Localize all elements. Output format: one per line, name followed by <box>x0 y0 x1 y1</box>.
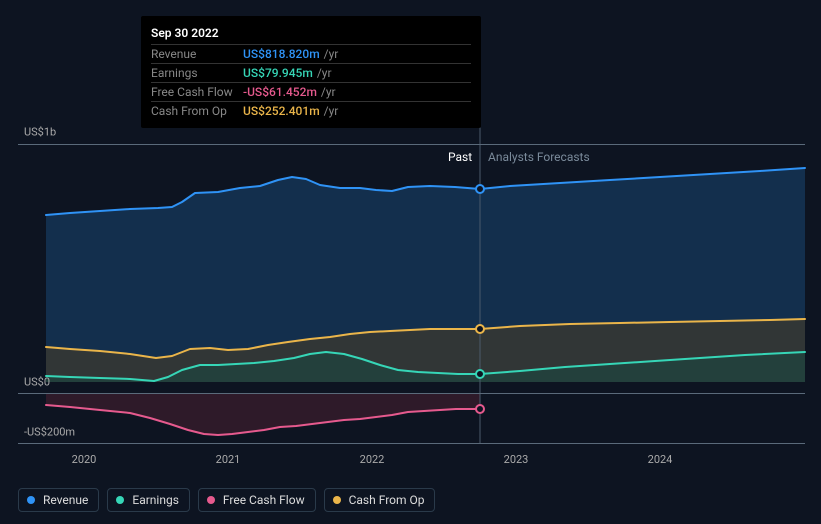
financials-chart: US$1b US$0 -US$200m 2020 2021 2022 2023 2024 P… <box>0 0 821 524</box>
chart-tooltip: Sep 30 2022 RevenueUS$818.820m/yrEarning… <box>141 16 481 128</box>
x-axis-label: 2021 <box>216 453 241 466</box>
x-axis-label: 2022 <box>360 453 385 466</box>
legend-label: Cash From Op <box>349 493 425 507</box>
x-axis-label: 2020 <box>72 453 97 466</box>
tooltip-metric-unit: /yr <box>324 104 339 118</box>
tooltip-metric-label: Cash From Op <box>151 104 243 118</box>
legend-label: Revenue <box>43 493 88 507</box>
legend-dot <box>27 496 35 504</box>
chart-legend: Revenue Earnings Free Cash Flow Cash From O… <box>18 488 435 512</box>
tooltip-row: EarningsUS$79.945m/yr <box>151 64 471 83</box>
series-marker-free-cash-flow <box>476 405 484 413</box>
tooltip-metric-unit: /yr <box>321 85 336 99</box>
tooltip-row: Free Cash Flow-US$61.452m/yr <box>151 83 471 102</box>
series-area-free-cash-flow <box>46 393 480 435</box>
tooltip-metric-label: Earnings <box>151 66 243 80</box>
legend-label: Free Cash Flow <box>223 493 305 507</box>
legend-label: Earnings <box>132 493 179 507</box>
legend-item-cash-from-op[interactable]: Cash From Op <box>324 488 436 512</box>
section-label-past: Past <box>448 150 472 164</box>
tooltip-metric-value: US$252.401m <box>243 104 320 118</box>
section-label-forecasts: Analysts Forecasts <box>488 150 590 164</box>
legend-item-earnings[interactable]: Earnings <box>107 488 190 512</box>
tooltip-row: Cash From OpUS$252.401m/yr <box>151 102 471 120</box>
legend-item-revenue[interactable]: Revenue <box>18 488 99 512</box>
series-marker-revenue <box>476 185 484 193</box>
tooltip-metric-label: Free Cash Flow <box>151 85 243 99</box>
series-marker-cash-from-op <box>476 325 484 333</box>
y-axis-label: -US$200m <box>24 426 75 439</box>
tooltip-metric-value: US$79.945m <box>243 66 313 80</box>
tooltip-metric-unit: /yr <box>324 47 339 61</box>
x-axis-label: 2024 <box>648 453 673 466</box>
legend-dot <box>207 496 215 504</box>
tooltip-metric-value: US$818.820m <box>243 47 320 61</box>
legend-dot <box>116 496 124 504</box>
y-axis-label: US$1b <box>24 126 56 139</box>
legend-item-free-cash-flow[interactable]: Free Cash Flow <box>198 488 316 512</box>
tooltip-row: RevenueUS$818.820m/yr <box>151 45 471 64</box>
tooltip-metric-label: Revenue <box>151 47 243 61</box>
gridline-zero <box>18 393 805 394</box>
legend-dot <box>333 496 341 504</box>
x-axis-label: 2023 <box>504 453 529 466</box>
gridline-bottom <box>18 443 805 444</box>
gridline-top <box>18 144 805 145</box>
y-axis-label: US$0 <box>24 376 50 389</box>
tooltip-metric-value: -US$61.452m <box>243 85 317 99</box>
tooltip-date: Sep 30 2022 <box>151 22 471 45</box>
series-marker-earnings <box>476 370 484 378</box>
tooltip-metric-unit: /yr <box>317 66 332 80</box>
